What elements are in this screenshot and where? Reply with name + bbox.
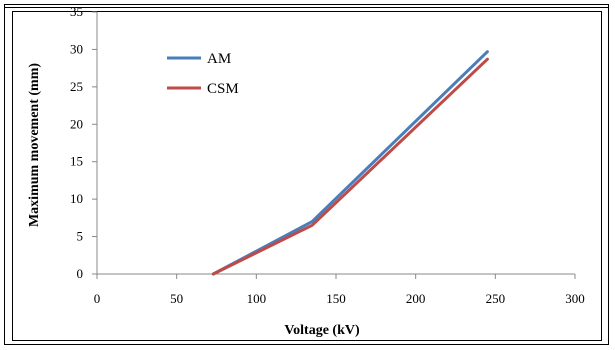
y-tick-label: 15 xyxy=(70,154,83,169)
legend-label-am: AM xyxy=(207,51,231,67)
y-tick-label: 0 xyxy=(77,266,84,281)
figure-frame-top-rule xyxy=(4,7,609,8)
x-tick-label: 150 xyxy=(326,291,346,306)
x-tick-label: 100 xyxy=(247,291,267,306)
series-lines xyxy=(211,50,489,276)
x-tick-label: 300 xyxy=(565,291,585,306)
y-tick-labels: 0 5 10 15 20 25 30 35 xyxy=(70,4,97,281)
legend-label-csm: CSM xyxy=(207,81,239,97)
y-tick-label: 5 xyxy=(77,229,84,244)
x-tick-label: 0 xyxy=(94,291,101,306)
x-tick-label: 200 xyxy=(406,291,426,306)
series-line-am xyxy=(211,50,489,276)
axes xyxy=(96,12,575,275)
chart-border xyxy=(12,11,602,341)
series-line-csm xyxy=(211,57,489,276)
x-tick-label: 250 xyxy=(486,291,506,306)
y-tick-label: 25 xyxy=(70,79,83,94)
y-tick-label: 35 xyxy=(70,4,83,19)
x-axis-title: Voltage (kV) xyxy=(284,323,360,338)
legend: AM CSM xyxy=(167,51,239,97)
y-tick-label: 20 xyxy=(70,116,83,131)
x-tick-label: 50 xyxy=(170,291,183,306)
y-tick-label: 30 xyxy=(70,41,83,56)
y-axis-title: Maximum movement (mm) xyxy=(27,63,42,227)
x-tick-labels: 0 50 100 150 200 250 300 xyxy=(94,274,585,306)
figure-frame xyxy=(4,4,609,345)
y-tick-label: 10 xyxy=(70,191,83,206)
